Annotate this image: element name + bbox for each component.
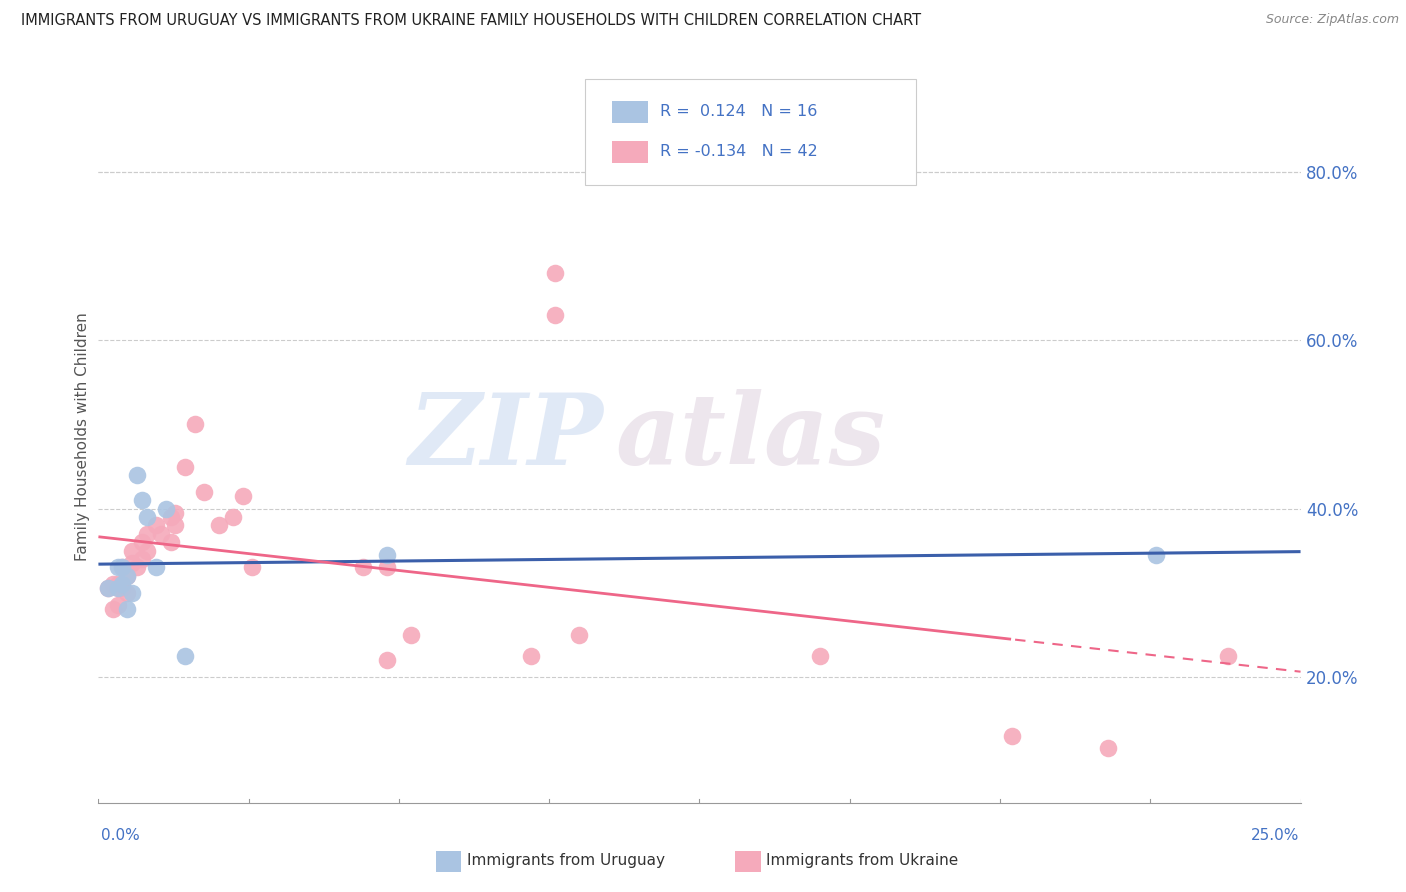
Text: atlas: atlas	[616, 389, 886, 485]
Point	[107, 582, 129, 596]
Bar	[612, 141, 648, 162]
Text: Immigrants from Ukraine: Immigrants from Ukraine	[766, 854, 959, 868]
Point	[544, 266, 567, 280]
Point	[155, 501, 177, 516]
Point	[111, 560, 134, 574]
Point	[352, 560, 374, 574]
Point	[399, 627, 422, 641]
Point	[149, 526, 172, 541]
Point	[1097, 741, 1119, 756]
Point	[520, 648, 543, 663]
Point	[544, 308, 567, 322]
Point	[808, 648, 831, 663]
FancyBboxPatch shape	[585, 78, 915, 185]
Text: R =  0.124   N = 16: R = 0.124 N = 16	[659, 104, 817, 120]
Point	[97, 582, 120, 596]
Point	[568, 627, 591, 641]
Point	[375, 560, 398, 574]
Point	[125, 560, 148, 574]
Point	[375, 653, 398, 667]
Point	[131, 535, 153, 549]
Point	[107, 582, 129, 596]
Point	[97, 582, 120, 596]
Point	[222, 510, 245, 524]
Point	[1218, 648, 1240, 663]
Point	[117, 569, 139, 583]
Point	[131, 552, 153, 566]
Point	[159, 535, 181, 549]
Point	[111, 560, 134, 574]
Point	[165, 518, 187, 533]
Point	[1001, 729, 1024, 743]
Point	[117, 585, 139, 599]
Point	[208, 518, 231, 533]
Point	[107, 599, 129, 613]
Point	[174, 648, 197, 663]
Point	[121, 543, 143, 558]
Point	[107, 560, 129, 574]
Point	[121, 585, 143, 599]
Point	[135, 510, 157, 524]
Point	[145, 518, 167, 533]
Point	[135, 526, 157, 541]
Text: Immigrants from Uruguay: Immigrants from Uruguay	[467, 854, 665, 868]
Point	[135, 543, 157, 558]
Text: IMMIGRANTS FROM URUGUAY VS IMMIGRANTS FROM UKRAINE FAMILY HOUSEHOLDS WITH CHILDR: IMMIGRANTS FROM URUGUAY VS IMMIGRANTS FR…	[21, 13, 921, 29]
Point	[232, 489, 254, 503]
Point	[101, 577, 124, 591]
Point	[193, 484, 215, 499]
Text: Source: ZipAtlas.com: Source: ZipAtlas.com	[1265, 13, 1399, 27]
Point	[125, 467, 148, 482]
Point	[375, 548, 398, 562]
Text: 25.0%: 25.0%	[1251, 829, 1299, 843]
Point	[111, 582, 134, 596]
Point	[240, 560, 263, 574]
Point	[165, 506, 187, 520]
Point	[183, 417, 205, 432]
Text: 0.0%: 0.0%	[101, 829, 141, 843]
Text: ZIP: ZIP	[408, 389, 603, 485]
Text: R = -0.134   N = 42: R = -0.134 N = 42	[659, 145, 817, 160]
Point	[111, 577, 134, 591]
Point	[117, 602, 139, 616]
Point	[117, 569, 139, 583]
Point	[121, 556, 143, 570]
Point	[159, 510, 181, 524]
Point	[101, 602, 124, 616]
Y-axis label: Family Households with Children: Family Households with Children	[75, 313, 90, 561]
Point	[145, 560, 167, 574]
Point	[1144, 548, 1167, 562]
Point	[107, 577, 129, 591]
Point	[174, 459, 197, 474]
Bar	[612, 101, 648, 122]
Point	[131, 493, 153, 508]
